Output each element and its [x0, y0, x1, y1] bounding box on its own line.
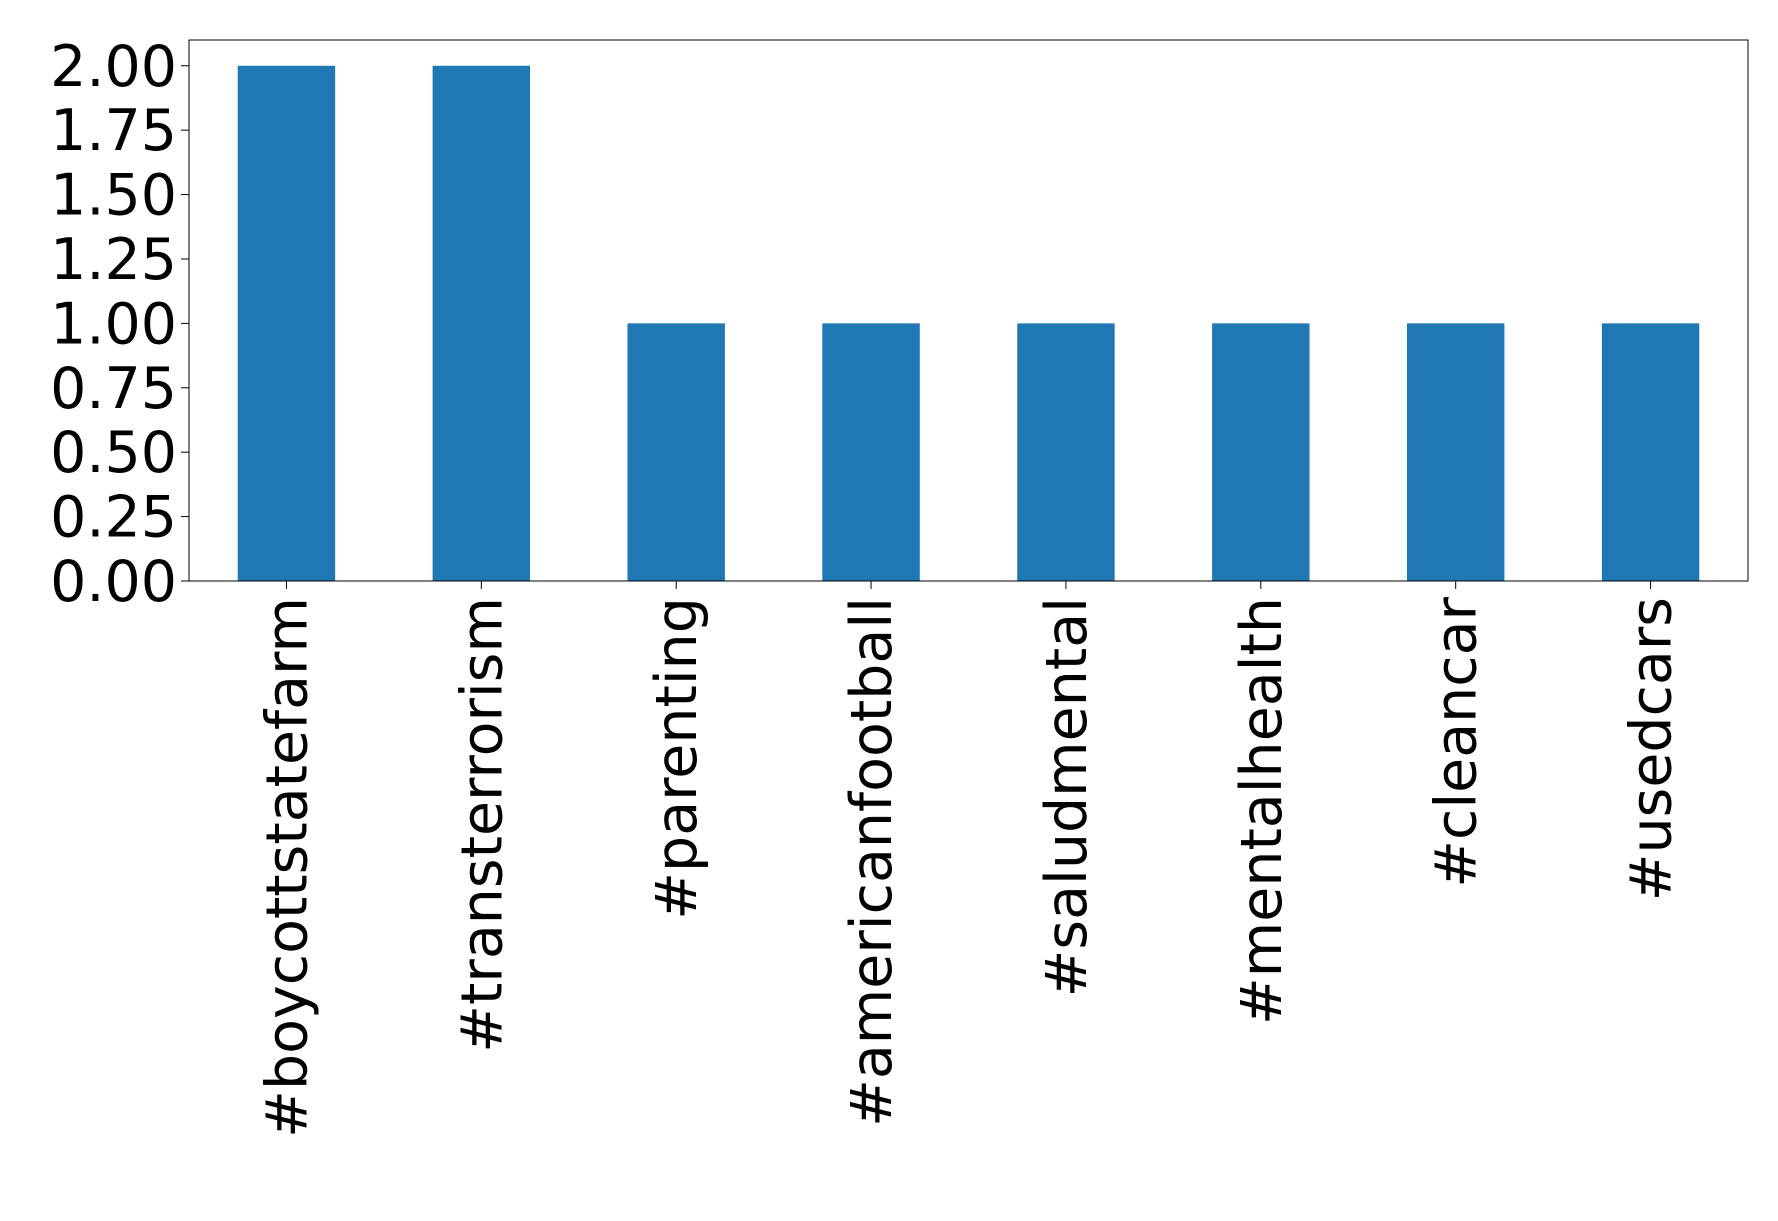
x-tick-label: #mentalhealth: [1229, 597, 1295, 1025]
x-tick-label: #usedcars: [1619, 597, 1685, 901]
bar: [627, 323, 725, 581]
x-tick-label: #americanfootball: [839, 597, 905, 1127]
bar: [1601, 323, 1700, 581]
x-tick-label: #boycottstatefarm: [254, 597, 320, 1138]
y-tick-label: 1.50: [50, 163, 177, 229]
bar: [1406, 323, 1505, 581]
y-tick-label: 2.00: [50, 34, 177, 100]
y-tick-label: 1.75: [50, 98, 177, 164]
x-tick-label: #parenting: [644, 597, 710, 920]
bar: [237, 65, 336, 581]
bar: [822, 323, 920, 581]
y-tick-label: 0.00: [50, 549, 177, 615]
bar: [1212, 323, 1310, 581]
plot-frame: [188, 39, 1749, 582]
x-tick-label: #transterrorism: [449, 597, 515, 1053]
y-tick-label: 0.25: [50, 485, 177, 551]
bar: [432, 65, 531, 581]
y-tick-label: 1.25: [50, 227, 177, 293]
x-tick-label: #saludmental: [1034, 597, 1100, 997]
x-tick-label: #cleancar: [1424, 596, 1490, 887]
y-tick-label: 0.50: [50, 420, 177, 486]
bar: [1017, 323, 1115, 581]
y-tick-label: 0.75: [50, 356, 177, 422]
y-tick-label: 1.00: [50, 291, 177, 357]
